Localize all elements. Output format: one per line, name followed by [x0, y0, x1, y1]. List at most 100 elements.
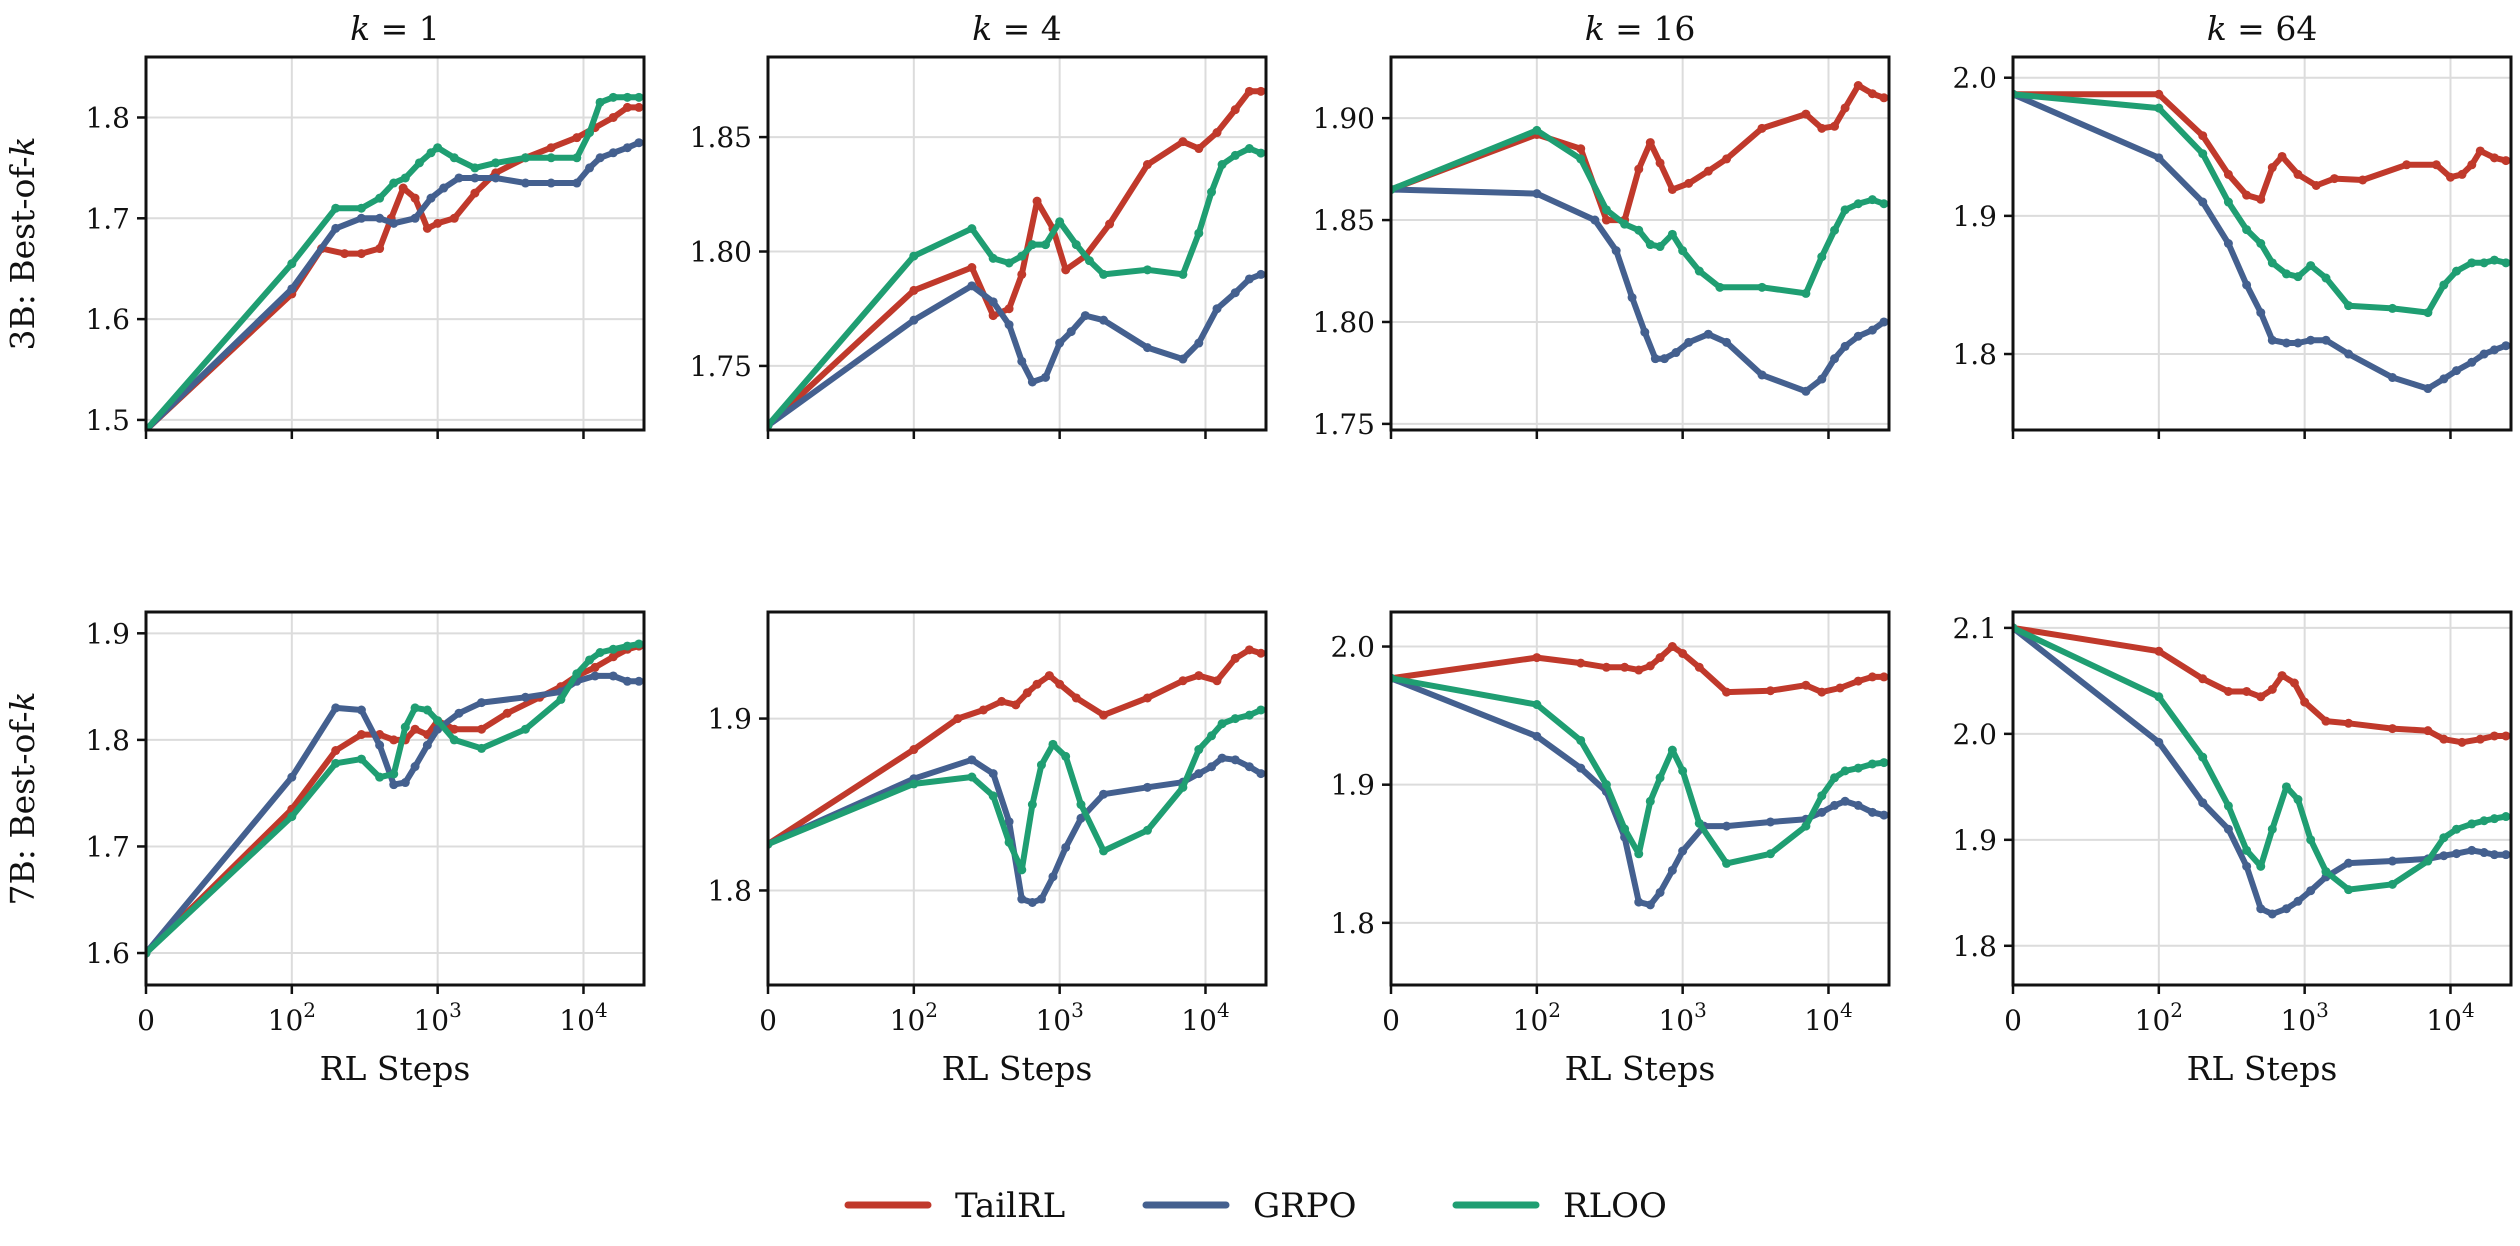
panel-6: 1.8 1.9 0 102 103 104 RL Steps [707, 610, 1268, 1088]
data-point-rloo [331, 758, 341, 768]
panels: 1.51.61.71.8k = 13B: Best-of-k1.751.801.… [3, 9, 2513, 1088]
data-point-rloo [1620, 219, 1630, 229]
data-point-tailrl [1142, 693, 1152, 703]
data-point-grpo [1099, 315, 1109, 325]
data-point-tailrl [2501, 731, 2511, 741]
data-point-tailrl [608, 112, 618, 122]
y-tick-label: 1.90 [1313, 102, 1375, 135]
data-point-tailrl [2329, 174, 2339, 184]
x-tick-label: 0 [2004, 1004, 2022, 1037]
data-point-grpo [1659, 354, 1669, 364]
data-point-tailrl [1655, 653, 1665, 663]
data-point-rloo [1076, 800, 1086, 810]
series-group [768, 86, 1266, 430]
data-point-rloo [2198, 752, 2208, 762]
data-point-rloo [967, 772, 977, 782]
data-point-rloo [2387, 303, 2397, 313]
data-point-grpo [375, 213, 385, 223]
data-point-tailrl [2439, 734, 2449, 744]
data-point-rloo [375, 772, 385, 782]
data-point-rloo [1830, 225, 1840, 235]
data-point-grpo [1066, 327, 1076, 337]
data-point-tailrl [1645, 138, 1655, 148]
data-point-grpo [2344, 858, 2354, 868]
data-point-rloo [2321, 867, 2331, 877]
data-point-rloo [426, 148, 436, 158]
data-point-rloo [1207, 187, 1217, 197]
data-point-grpo [1853, 800, 1863, 810]
data-point-rloo [1757, 282, 1767, 292]
data-point-tailrl [2267, 163, 2277, 173]
series-line-rloo [1391, 127, 1887, 297]
data-point-rloo [1801, 821, 1811, 831]
data-point-rloo [433, 143, 443, 153]
data-point-rloo [909, 251, 919, 261]
data-point-grpo [2467, 357, 2477, 367]
data-point-tailrl [410, 724, 420, 734]
axes-frame [1389, 610, 1891, 987]
data-point-grpo [1703, 329, 1713, 339]
data-point-rloo [634, 92, 644, 102]
data-point-grpo [1576, 763, 1586, 773]
grid [2012, 612, 2511, 985]
data-point-grpo [410, 213, 420, 223]
data-point-rloo [2321, 273, 2331, 283]
data-point-grpo [1627, 293, 1637, 303]
data-point-rloo [546, 153, 556, 163]
data-point-tailrl [1105, 219, 1115, 229]
panel-2: 1.75 1.80 1.85 k = 4 [690, 9, 1268, 439]
data-point-grpo [454, 173, 464, 183]
data-point-tailrl [1817, 123, 1827, 133]
y-tick-label: 1.8 [85, 101, 130, 134]
data-point-rloo [2344, 885, 2354, 895]
data-point-tailrl [1230, 105, 1240, 115]
series-line-tailrl [2013, 91, 2509, 203]
data-point-grpo [331, 223, 341, 233]
data-point-tailrl [1244, 645, 1254, 655]
data-point-rloo [1142, 825, 1152, 835]
data-point-grpo [1194, 338, 1204, 348]
data-point-tailrl [477, 724, 487, 734]
data-point-tailrl [2267, 684, 2277, 694]
data-point-rloo [1694, 266, 1704, 276]
data-point-tailrl [422, 223, 432, 233]
panel-8: 1.8 1.9 2.0 2.1 0 102 103 104 RL Steps [1952, 610, 2513, 1088]
data-point-tailrl [1194, 671, 1204, 681]
data-point-grpo [1671, 348, 1681, 358]
data-point-grpo [454, 708, 464, 718]
y-tick-label: 1.7 [85, 202, 130, 235]
data-point-rloo [585, 655, 595, 665]
data-point-tailrl [1879, 672, 1889, 682]
x-tick-label: 102 [268, 998, 316, 1037]
data-point-grpo [1048, 872, 1058, 882]
data-point-tailrl [1645, 661, 1655, 671]
data-point-grpo [2154, 737, 2164, 747]
data-point-rloo [1017, 865, 1027, 875]
data-point-grpo [2321, 335, 2331, 345]
data-point-tailrl [2242, 686, 2252, 696]
data-point-rloo [1071, 240, 1081, 250]
data-point-grpo [2306, 335, 2316, 345]
data-point-rloo [1853, 199, 1863, 209]
data-point-tailrl [1840, 103, 1850, 113]
data-point-tailrl [2423, 726, 2433, 736]
series-line-rloo [146, 94, 642, 430]
data-point-rloo [1620, 824, 1630, 834]
data-point-rloo [1678, 766, 1688, 776]
data-point-grpo [590, 671, 600, 681]
data-point-tailrl [2242, 190, 2252, 200]
data-point-rloo [2467, 258, 2477, 268]
data-point-grpo [2267, 909, 2277, 919]
data-point-tailrl [2311, 180, 2321, 190]
data-point-rloo [433, 716, 443, 726]
data-point-tailrl [2256, 194, 2266, 204]
data-point-rloo [1601, 780, 1611, 790]
data-point-grpo [1879, 317, 1889, 327]
legend-label: RLOO [1563, 1186, 1667, 1226]
axes-frame [766, 610, 1268, 987]
data-point-rloo [622, 92, 632, 102]
axes-frame [144, 610, 646, 987]
data-point-rloo [491, 158, 501, 168]
data-point-tailrl [1620, 662, 1630, 672]
data-point-tailrl [389, 735, 399, 745]
